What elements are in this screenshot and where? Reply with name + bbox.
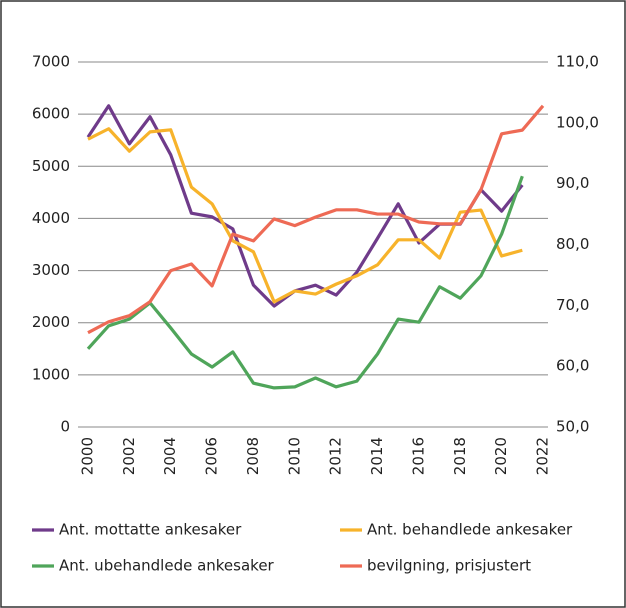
- series-line: [87, 104, 545, 335]
- y-tick-label: 1000: [32, 365, 70, 383]
- y-tick-label: 5000: [32, 157, 70, 175]
- x-tick-label: 2012: [327, 437, 345, 475]
- y-tick-label: 3000: [32, 261, 70, 279]
- x-tick-label: 2016: [409, 437, 427, 475]
- legend-label: Ant. behandlede ankesaker: [367, 521, 573, 539]
- x-tick-label: 2004: [161, 437, 179, 475]
- x-tick-label: 2002: [120, 437, 138, 475]
- legend-label: bevilgning, prisjustert: [367, 557, 531, 575]
- legend-label: Ant. ubehandlede ankesaker: [59, 557, 275, 575]
- y-tick-label: 7000: [32, 53, 70, 71]
- y2-tick-label: 60,0: [556, 357, 589, 375]
- y2-tick-label: 50,0: [556, 418, 589, 436]
- x-tick-label: 2014: [368, 437, 386, 475]
- x-tick-label: 2022: [534, 437, 552, 475]
- x-tick-label: 2020: [492, 437, 510, 475]
- y2-tick-label: 90,0: [556, 174, 589, 192]
- y2-tick-label: 110,0: [556, 53, 599, 71]
- x-tick-label: 2000: [79, 437, 97, 475]
- series-line: [87, 127, 523, 304]
- series-line: [86, 175, 524, 390]
- y2-tick-label: 70,0: [556, 296, 589, 314]
- y-tick-label: 2000: [32, 313, 70, 331]
- x-tick-label: 2010: [285, 437, 303, 475]
- legend-label: Ant. mottatte ankesaker: [59, 521, 242, 539]
- y-tick-label: 6000: [32, 105, 70, 123]
- y-tick-label: 4000: [32, 209, 70, 227]
- x-tick-label: 2018: [451, 437, 469, 475]
- y2-tick-label: 100,0: [556, 113, 599, 131]
- x-tick-label: 2006: [203, 437, 221, 475]
- y2-tick-label: 80,0: [556, 235, 589, 253]
- y-tick-label: 0: [60, 418, 70, 436]
- x-tick-label: 2008: [244, 437, 262, 475]
